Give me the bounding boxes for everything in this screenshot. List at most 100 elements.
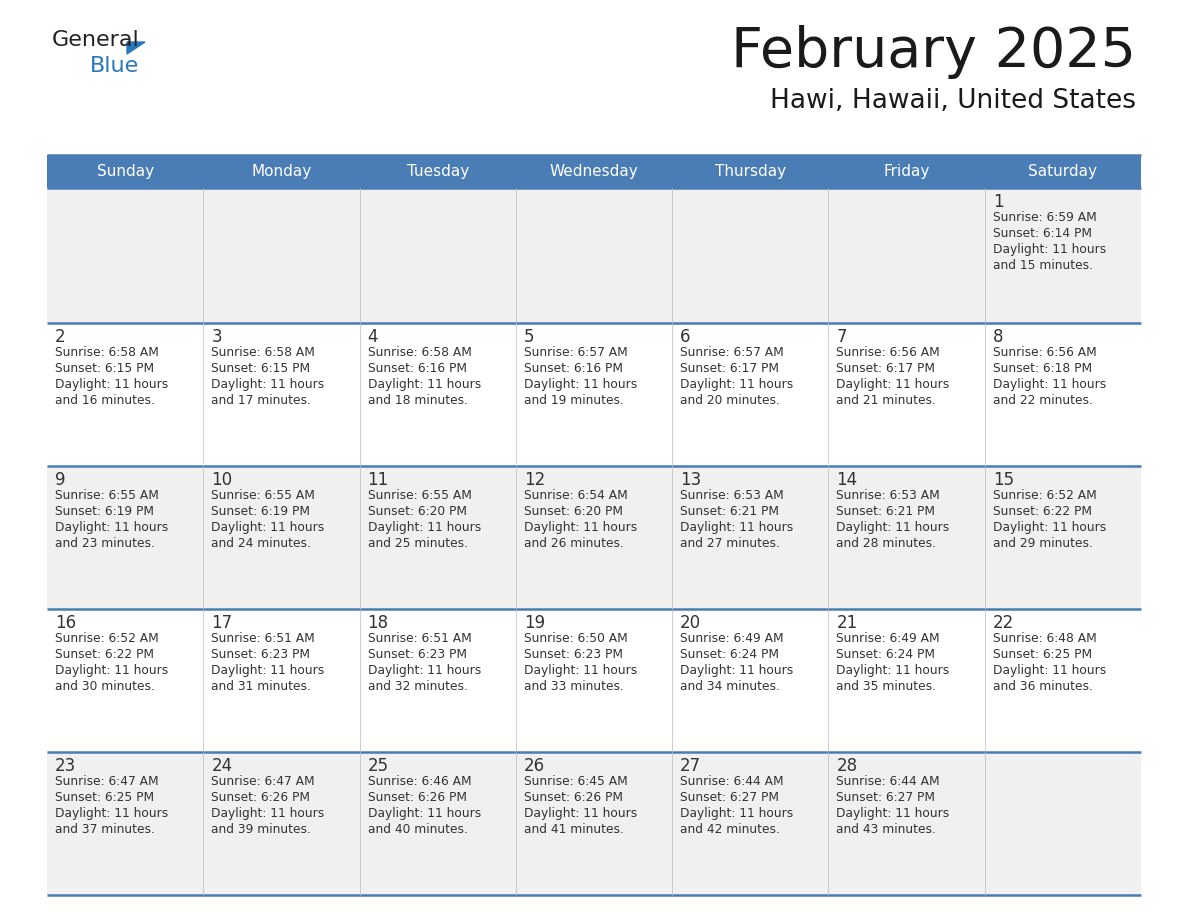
Text: Sunrise: 6:52 AM: Sunrise: 6:52 AM: [993, 489, 1097, 502]
Text: Sunrise: 6:54 AM: Sunrise: 6:54 AM: [524, 489, 627, 502]
Text: 5: 5: [524, 328, 535, 346]
Text: 7: 7: [836, 328, 847, 346]
Text: Sunset: 6:26 PM: Sunset: 6:26 PM: [524, 791, 623, 804]
Text: Daylight: 11 hours: Daylight: 11 hours: [55, 807, 169, 820]
Text: 24: 24: [211, 757, 233, 775]
Text: Sunrise: 6:58 AM: Sunrise: 6:58 AM: [55, 346, 159, 359]
Text: Daylight: 11 hours: Daylight: 11 hours: [681, 807, 794, 820]
Text: 20: 20: [681, 614, 701, 632]
Text: Sunrise: 6:57 AM: Sunrise: 6:57 AM: [681, 346, 784, 359]
Text: and 32 minutes.: and 32 minutes.: [367, 680, 467, 693]
Text: Sunset: 6:15 PM: Sunset: 6:15 PM: [211, 362, 310, 375]
Text: Blue: Blue: [90, 56, 139, 76]
Text: and 22 minutes.: and 22 minutes.: [993, 394, 1093, 407]
Text: 27: 27: [681, 757, 701, 775]
Bar: [672, 155, 828, 188]
Text: February 2025: February 2025: [731, 25, 1136, 79]
Text: Sunrise: 6:53 AM: Sunrise: 6:53 AM: [836, 489, 940, 502]
Text: Sunset: 6:24 PM: Sunset: 6:24 PM: [836, 648, 935, 661]
Text: and 30 minutes.: and 30 minutes.: [55, 680, 154, 693]
Text: Wednesday: Wednesday: [550, 164, 638, 179]
Text: and 25 minutes.: and 25 minutes.: [367, 537, 468, 550]
Text: 2: 2: [55, 328, 65, 346]
Text: Daylight: 11 hours: Daylight: 11 hours: [681, 521, 794, 534]
Text: and 42 minutes.: and 42 minutes.: [681, 823, 781, 836]
Text: Daylight: 11 hours: Daylight: 11 hours: [836, 378, 949, 391]
Bar: [48, 155, 203, 188]
Text: Sunset: 6:23 PM: Sunset: 6:23 PM: [367, 648, 467, 661]
Text: Sunrise: 6:58 AM: Sunrise: 6:58 AM: [211, 346, 315, 359]
Bar: [48, 466, 1140, 609]
Text: and 34 minutes.: and 34 minutes.: [681, 680, 781, 693]
Text: and 23 minutes.: and 23 minutes.: [55, 537, 154, 550]
Text: General: General: [52, 30, 140, 50]
Text: Daylight: 11 hours: Daylight: 11 hours: [524, 521, 637, 534]
Bar: [48, 609, 1140, 752]
Text: Daylight: 11 hours: Daylight: 11 hours: [55, 378, 169, 391]
Text: Thursday: Thursday: [715, 164, 785, 179]
Text: Daylight: 11 hours: Daylight: 11 hours: [367, 521, 481, 534]
Text: Sunrise: 6:44 AM: Sunrise: 6:44 AM: [836, 775, 940, 788]
Text: Daylight: 11 hours: Daylight: 11 hours: [993, 378, 1106, 391]
Text: 8: 8: [993, 328, 1003, 346]
Text: Sunset: 6:26 PM: Sunset: 6:26 PM: [367, 791, 467, 804]
Text: Daylight: 11 hours: Daylight: 11 hours: [211, 521, 324, 534]
Text: Sunset: 6:21 PM: Sunset: 6:21 PM: [681, 505, 779, 518]
Text: Sunset: 6:24 PM: Sunset: 6:24 PM: [681, 648, 779, 661]
Text: Sunset: 6:22 PM: Sunset: 6:22 PM: [55, 648, 154, 661]
Text: Sunrise: 6:45 AM: Sunrise: 6:45 AM: [524, 775, 627, 788]
Text: Daylight: 11 hours: Daylight: 11 hours: [993, 243, 1106, 256]
Bar: [48, 323, 1140, 466]
Text: Sunset: 6:20 PM: Sunset: 6:20 PM: [524, 505, 623, 518]
Text: and 41 minutes.: and 41 minutes.: [524, 823, 624, 836]
Text: Sunrise: 6:58 AM: Sunrise: 6:58 AM: [367, 346, 472, 359]
Text: 22: 22: [993, 614, 1015, 632]
Bar: [203, 155, 360, 188]
Text: Sunrise: 6:56 AM: Sunrise: 6:56 AM: [993, 346, 1097, 359]
Text: Sunset: 6:27 PM: Sunset: 6:27 PM: [681, 791, 779, 804]
Text: Sunset: 6:20 PM: Sunset: 6:20 PM: [367, 505, 467, 518]
Text: Tuesday: Tuesday: [406, 164, 469, 179]
Text: Friday: Friday: [884, 164, 930, 179]
Text: Sunrise: 6:55 AM: Sunrise: 6:55 AM: [55, 489, 159, 502]
Bar: [48, 752, 1140, 895]
Text: and 36 minutes.: and 36 minutes.: [993, 680, 1093, 693]
Text: and 40 minutes.: and 40 minutes.: [367, 823, 467, 836]
Text: Daylight: 11 hours: Daylight: 11 hours: [524, 664, 637, 677]
Text: Daylight: 11 hours: Daylight: 11 hours: [211, 378, 324, 391]
Text: Daylight: 11 hours: Daylight: 11 hours: [993, 664, 1106, 677]
Text: 12: 12: [524, 471, 545, 489]
Text: Sunrise: 6:50 AM: Sunrise: 6:50 AM: [524, 632, 627, 645]
Text: Daylight: 11 hours: Daylight: 11 hours: [211, 664, 324, 677]
Text: Sunset: 6:21 PM: Sunset: 6:21 PM: [836, 505, 935, 518]
Text: Saturday: Saturday: [1029, 164, 1098, 179]
Text: Daylight: 11 hours: Daylight: 11 hours: [211, 807, 324, 820]
Text: and 17 minutes.: and 17 minutes.: [211, 394, 311, 407]
Text: and 29 minutes.: and 29 minutes.: [993, 537, 1093, 550]
Text: and 18 minutes.: and 18 minutes.: [367, 394, 468, 407]
Text: Sunrise: 6:56 AM: Sunrise: 6:56 AM: [836, 346, 940, 359]
Text: 28: 28: [836, 757, 858, 775]
Text: Sunrise: 6:47 AM: Sunrise: 6:47 AM: [211, 775, 315, 788]
Text: Sunset: 6:25 PM: Sunset: 6:25 PM: [993, 648, 1092, 661]
Text: Sunset: 6:15 PM: Sunset: 6:15 PM: [55, 362, 154, 375]
Bar: [516, 155, 672, 188]
Text: and 21 minutes.: and 21 minutes.: [836, 394, 936, 407]
Text: Sunrise: 6:57 AM: Sunrise: 6:57 AM: [524, 346, 627, 359]
Text: Sunrise: 6:59 AM: Sunrise: 6:59 AM: [993, 211, 1097, 224]
Bar: [48, 188, 1140, 323]
Text: Daylight: 11 hours: Daylight: 11 hours: [681, 664, 794, 677]
Text: and 15 minutes.: and 15 minutes.: [993, 259, 1093, 272]
Text: Sunset: 6:27 PM: Sunset: 6:27 PM: [836, 791, 935, 804]
Text: Hawi, Hawaii, United States: Hawi, Hawaii, United States: [770, 88, 1136, 114]
Text: and 33 minutes.: and 33 minutes.: [524, 680, 624, 693]
Text: Sunrise: 6:55 AM: Sunrise: 6:55 AM: [367, 489, 472, 502]
Text: Daylight: 11 hours: Daylight: 11 hours: [367, 664, 481, 677]
Text: Sunrise: 6:55 AM: Sunrise: 6:55 AM: [211, 489, 315, 502]
Text: and 37 minutes.: and 37 minutes.: [55, 823, 154, 836]
Text: Sunset: 6:17 PM: Sunset: 6:17 PM: [681, 362, 779, 375]
Text: 14: 14: [836, 471, 858, 489]
Text: Daylight: 11 hours: Daylight: 11 hours: [836, 521, 949, 534]
Text: Sunset: 6:26 PM: Sunset: 6:26 PM: [211, 791, 310, 804]
Text: Sunrise: 6:51 AM: Sunrise: 6:51 AM: [367, 632, 472, 645]
